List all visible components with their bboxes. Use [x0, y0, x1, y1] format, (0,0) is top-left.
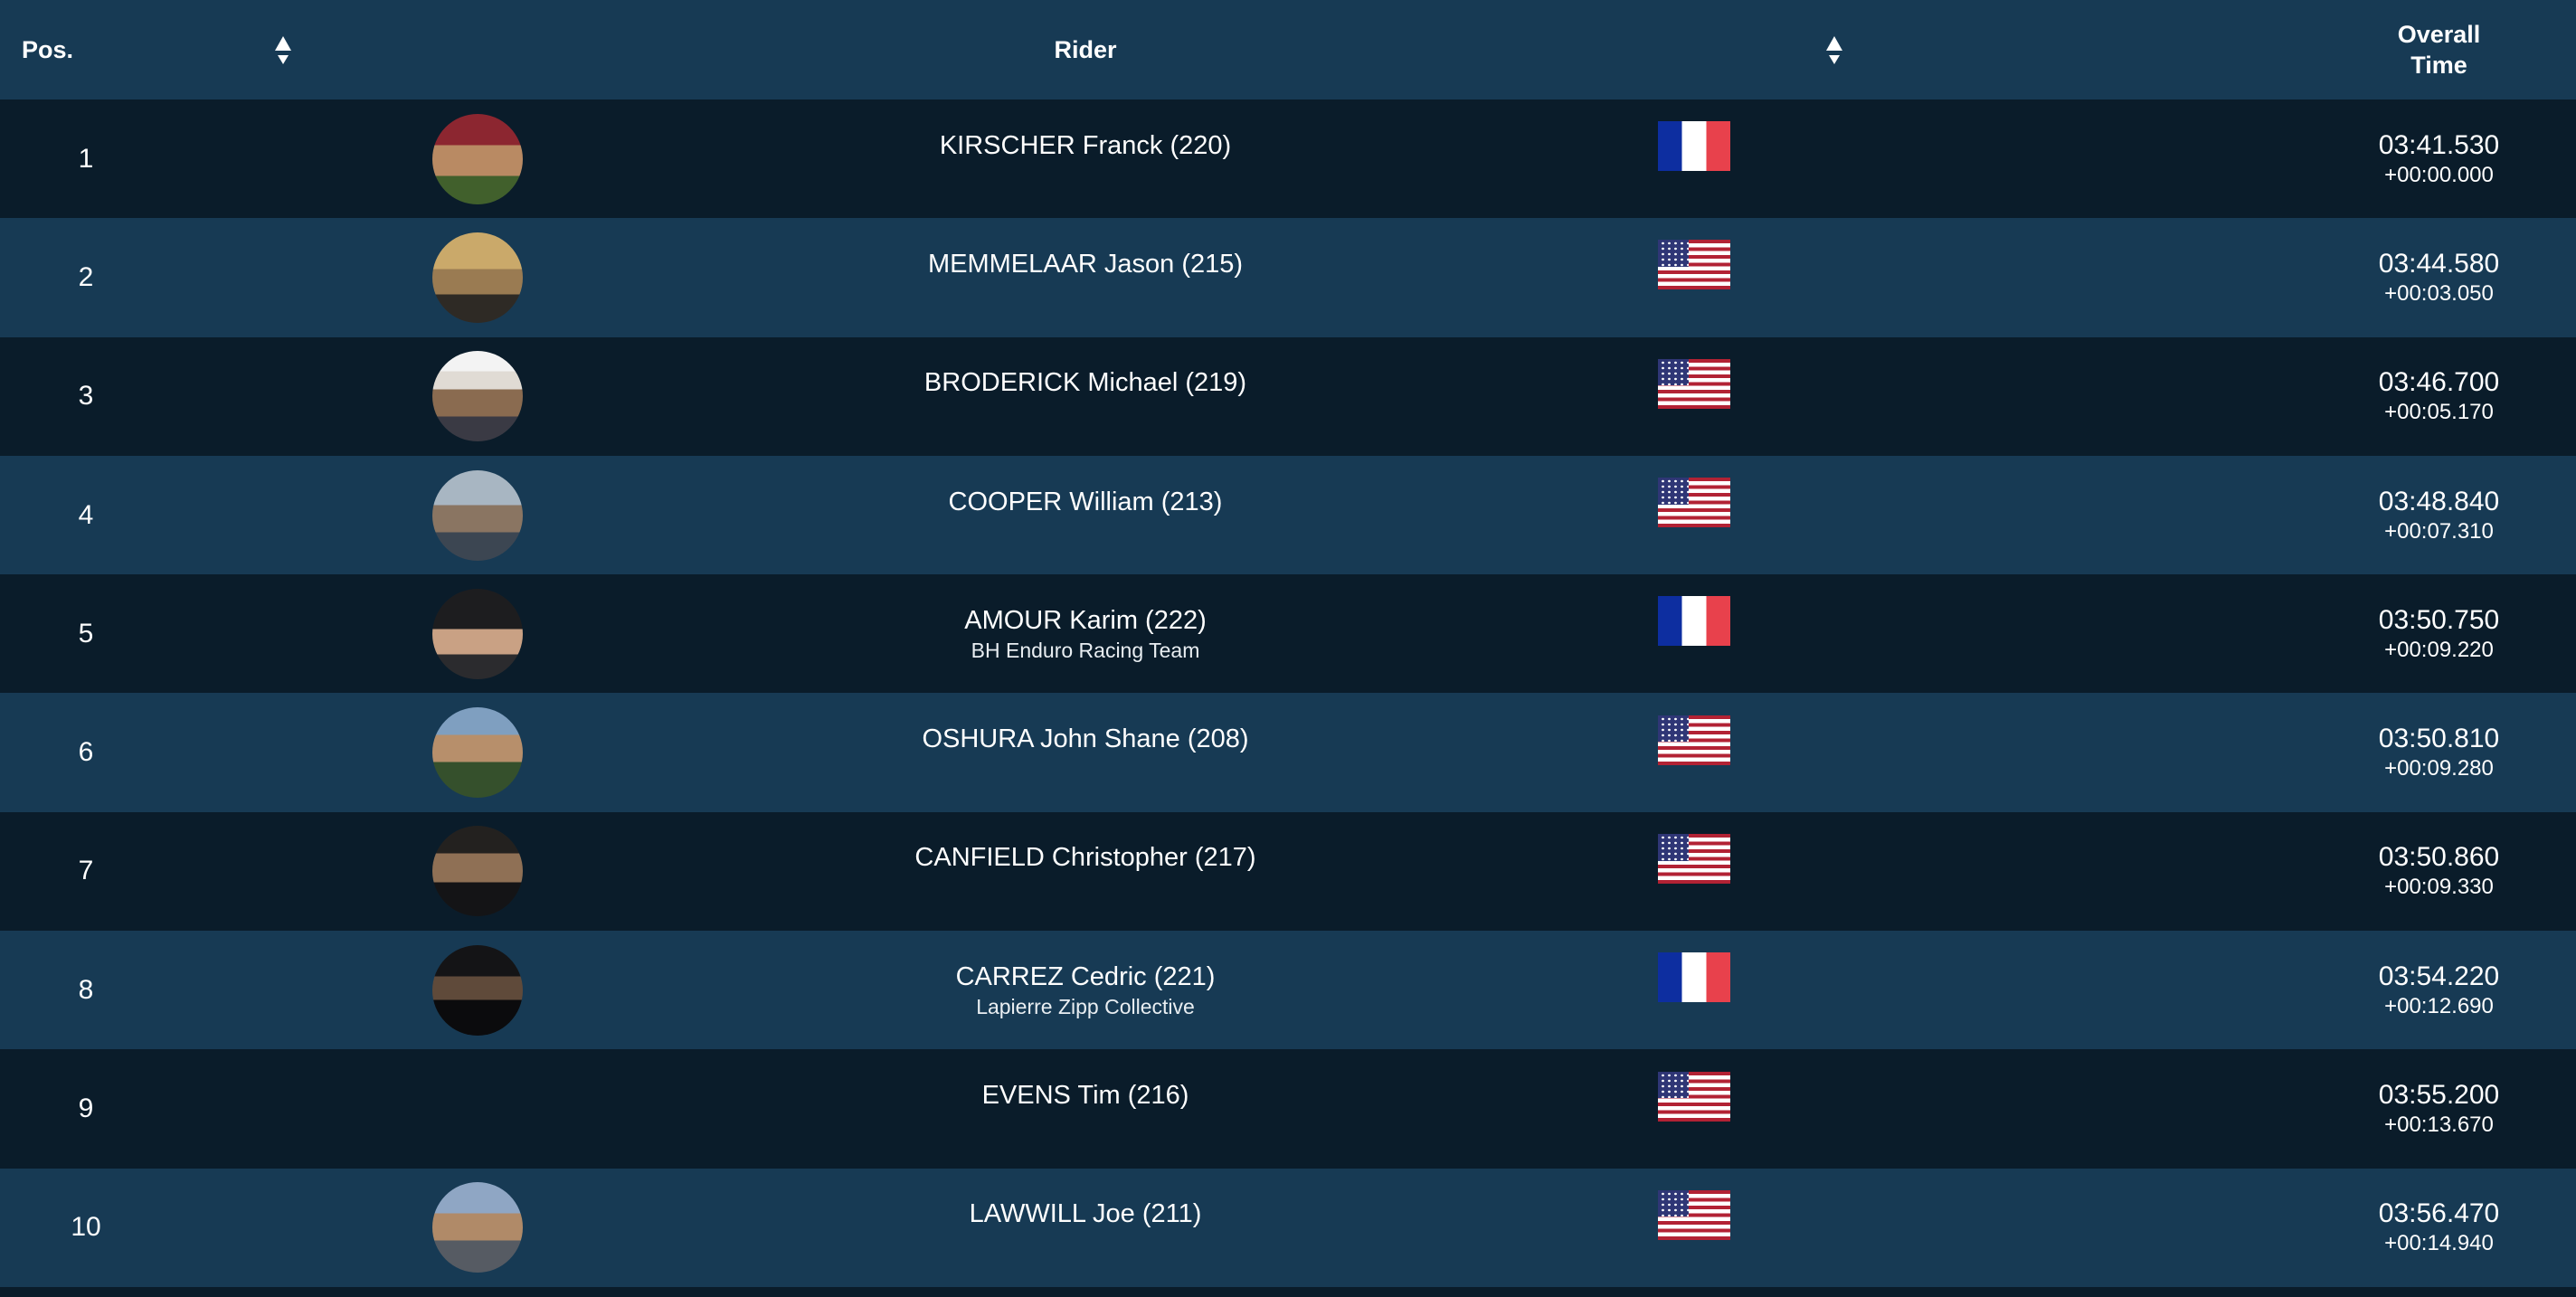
time-gap: +00:09.280 — [2384, 756, 2494, 781]
time-gap: +00:07.310 — [2384, 518, 2494, 544]
flag-france-icon — [1657, 596, 1730, 647]
rider-avatar — [431, 588, 523, 679]
time-gap: +00:00.000 — [2384, 162, 2494, 187]
table-row[interactable]: 8 CARREZ Cedric (221) Lapierre Zipp Coll… — [0, 931, 2576, 1050]
header-flag-spacer — [1610, 0, 1777, 99]
flag-usa-icon — [1657, 1189, 1730, 1240]
flag-france-icon — [1657, 952, 1730, 1003]
rider-avatar — [431, 351, 523, 442]
table-row[interactable]: 10 LAWWILL Joe (211) 03:56.470 +00:14.94… — [0, 1168, 2576, 1287]
overall-time: 03:50.810 — [2378, 724, 2500, 754]
position-value: 4 — [78, 499, 94, 530]
table-row[interactable]: 4 COOPER William (213) 03:48.840 +00:07.… — [0, 455, 2576, 575]
rider-name: COOPER William (213) — [948, 487, 1223, 516]
col-header-pos[interactable]: Pos. — [22, 35, 74, 63]
rider-name: OSHURA John Shane (208) — [922, 724, 1249, 754]
time-gap: +00:03.050 — [2384, 280, 2494, 306]
position-value: 1 — [78, 143, 94, 174]
sort-icon-pos[interactable] — [274, 35, 291, 64]
header-avatar-spacer — [393, 0, 561, 99]
time-gap: +00:13.670 — [2384, 1112, 2494, 1138]
rider-avatar — [431, 113, 523, 204]
position-value: 8 — [78, 974, 94, 1005]
position-value: 9 — [78, 1093, 94, 1124]
rider-team: BH Enduro Racing Team — [971, 638, 1200, 662]
rider-name: MEMMELAAR Jason (215) — [927, 249, 1244, 279]
time-gap: +00:09.220 — [2384, 637, 2494, 662]
rider-team: Lapierre Zipp Collective — [976, 994, 1195, 1018]
flag-usa-icon — [1657, 478, 1730, 528]
flag-usa-icon — [1657, 833, 1730, 884]
flag-usa-icon — [1657, 1071, 1730, 1122]
sort-asc-icon — [274, 35, 291, 51]
table-row[interactable]: 3 BRODERICK Michael (219) 03:46.700 +00:… — [0, 336, 2576, 456]
overall-time: 03:54.220 — [2378, 961, 2500, 991]
rider-name: AMOUR Karim (222) — [964, 605, 1207, 635]
table-row[interactable]: 2 MEMMELAAR Jason (215) 03:44.580 +00:03… — [0, 218, 2576, 337]
header-spacer — [1890, 0, 2302, 99]
flag-france-icon — [1657, 121, 1730, 172]
table-row[interactable]: 7 CANFIELD Christopher (217) 03:50.860 +… — [0, 811, 2576, 932]
next-row-sliver — [0, 1286, 2576, 1297]
time-gap: +00:05.170 — [2384, 400, 2494, 425]
sort-icon-rider[interactable] — [1825, 35, 1842, 64]
results-table-body: 1 KIRSCHER Franck (220) 03:41.530 +00:00… — [0, 99, 2576, 1287]
rider-name: EVENS Tim (216) — [981, 1081, 1189, 1111]
overall-time: 03:41.530 — [2378, 129, 2500, 160]
rider-avatar — [431, 469, 523, 561]
sort-asc-icon — [1825, 35, 1842, 51]
rider-avatar — [431, 707, 523, 799]
overall-time: 03:50.860 — [2378, 842, 2500, 873]
overall-time: 03:48.840 — [2378, 486, 2500, 516]
overall-time: 03:55.200 — [2378, 1080, 2500, 1111]
overall-time: 03:56.470 — [2378, 1198, 2500, 1229]
rider-name: CARREZ Cedric (221) — [955, 961, 1216, 991]
position-value: 10 — [71, 1212, 101, 1243]
table-row[interactable]: 5 AMOUR Karim (222) BH Enduro Racing Tea… — [0, 574, 2576, 694]
position-value: 3 — [78, 381, 94, 412]
rider-name: KIRSCHER Franck (220) — [939, 130, 1232, 160]
position-value: 5 — [78, 618, 94, 648]
position-value: 7 — [78, 856, 94, 886]
time-gap: +00:09.330 — [2384, 875, 2494, 900]
table-row[interactable]: 9 EVENS Tim (216) 03:55.200 +00:13.670 — [0, 1049, 2576, 1169]
overall-time: 03:44.580 — [2378, 248, 2500, 279]
overall-time: 03:46.700 — [2378, 367, 2500, 398]
rider-name: LAWWILL Joe (211) — [969, 1199, 1202, 1229]
rider-avatar — [431, 1182, 523, 1273]
flag-usa-icon — [1657, 715, 1730, 765]
rider-avatar — [431, 826, 523, 917]
rider-name: CANFIELD Christopher (217) — [914, 843, 1256, 873]
sort-desc-icon — [1828, 54, 1840, 64]
rider-avatar — [431, 944, 523, 1036]
flag-usa-icon — [1657, 358, 1730, 409]
time-gap: +00:14.940 — [2384, 1231, 2494, 1256]
col-header-overall-time-line2[interactable]: Time — [2410, 52, 2467, 79]
position-value: 6 — [78, 737, 94, 768]
table-row[interactable]: 6 OSHURA John Shane (208) 03:50.810 +00:… — [0, 693, 2576, 812]
sort-desc-icon — [277, 54, 289, 64]
time-gap: +00:12.690 — [2384, 993, 2494, 1018]
overall-time: 03:50.750 — [2378, 604, 2500, 635]
table-header: Pos. Rider Overall Time — [0, 0, 2576, 99]
table-row[interactable]: 1 KIRSCHER Franck (220) 03:41.530 +00:00… — [0, 99, 2576, 219]
col-header-rider[interactable]: Rider — [1054, 35, 1117, 63]
col-header-overall-time-line1[interactable]: Overall — [2397, 21, 2481, 48]
position-value: 2 — [78, 261, 94, 292]
rider-avatar — [431, 232, 523, 323]
rider-name: BRODERICK Michael (219) — [923, 368, 1247, 398]
flag-usa-icon — [1657, 240, 1730, 290]
